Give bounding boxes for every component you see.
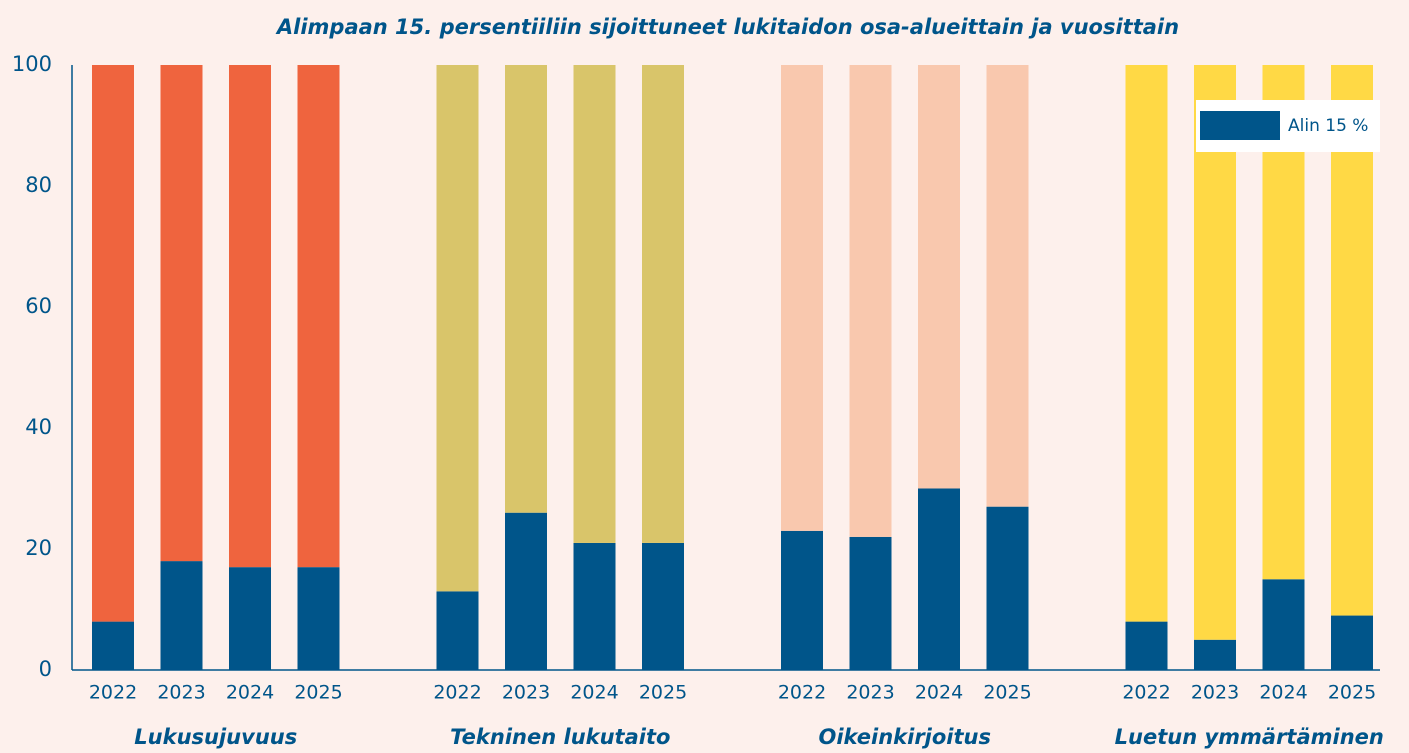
x-tick-label: 2022 [89, 682, 137, 704]
bar-segment [160, 65, 203, 562]
group-label: Lukusujuvuus [134, 725, 297, 749]
bar-segment [160, 561, 203, 670]
bar-segment [436, 591, 479, 670]
chart-title: Alimpaan 15. persentiiliin sijoittuneet … [275, 15, 1179, 39]
legend-swatch [1200, 111, 1280, 140]
x-tick-label: 2023 [502, 682, 550, 704]
group-label: Tekninen lukutaito [450, 725, 670, 749]
bar-segment [573, 65, 616, 543]
x-tick-label: 2025 [294, 682, 342, 704]
bar-segment [436, 65, 479, 592]
bar-segment [1262, 579, 1305, 670]
bar-segment [229, 567, 271, 670]
bar-segment [642, 65, 684, 543]
bar-segment [297, 65, 340, 568]
x-tick-label: 2025 [639, 682, 687, 704]
y-tick-label: 100 [12, 52, 52, 76]
bar-segment [573, 542, 616, 670]
x-tick-label: 2024 [226, 682, 274, 704]
bar-segment [92, 621, 134, 670]
bar-segment [781, 530, 823, 670]
group-label: Oikeinkirjoitus [819, 725, 992, 749]
bar-segment [1125, 65, 1168, 622]
bar-segment [781, 65, 823, 531]
bar-segment [642, 542, 684, 670]
group-label: Luetun ymmärtäminen [1115, 725, 1384, 749]
bar-segment [918, 488, 960, 670]
y-tick-label: 60 [25, 294, 52, 318]
y-tick-label: 20 [25, 536, 52, 560]
x-tick-label: 2024 [915, 682, 963, 704]
y-tick-label: 80 [25, 173, 52, 197]
x-tick-label: 2024 [1259, 682, 1307, 704]
x-tick-label: 2023 [157, 682, 205, 704]
x-tick-label: 2022 [433, 682, 481, 704]
bar-segment [505, 512, 547, 670]
bar-segment [849, 65, 892, 537]
bar-segment [1194, 639, 1236, 670]
x-tick-label: 2022 [1122, 682, 1170, 704]
bar-segment [229, 65, 271, 568]
x-tick-label: 2024 [570, 682, 618, 704]
x-tick-label: 2025 [983, 682, 1031, 704]
x-tick-label: 2023 [1191, 682, 1239, 704]
legend-label: Alin 15 % [1288, 116, 1368, 136]
x-tick-label: 2022 [778, 682, 826, 704]
bar-segment [1331, 65, 1373, 616]
bar-segment [918, 65, 960, 489]
bar-segment [849, 536, 892, 670]
x-tick-label: 2025 [1328, 682, 1376, 704]
bar-segment [505, 65, 547, 513]
bar-segment [986, 65, 1029, 507]
bar-segment [297, 567, 340, 670]
bar-segment [1194, 65, 1236, 640]
y-tick-label: 40 [25, 415, 52, 439]
bar-segment [1125, 621, 1168, 670]
bar-segment [986, 506, 1029, 670]
y-tick-label: 0 [39, 657, 52, 681]
x-tick-label: 2023 [846, 682, 894, 704]
bar-segment [1331, 615, 1373, 670]
bar-segment [92, 65, 134, 622]
